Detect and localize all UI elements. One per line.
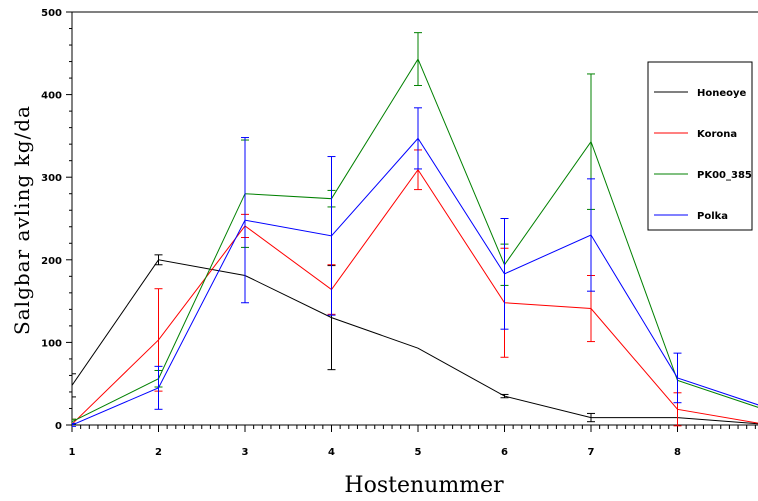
x-tick-label: 1 (69, 447, 76, 458)
error-bar (500, 393, 509, 399)
legend-label: Korona (697, 129, 737, 140)
error-bar (414, 107, 422, 170)
error-bar (500, 218, 509, 330)
x-tick-label: 4 (328, 447, 335, 458)
series-polka (72, 107, 758, 427)
y-tick-label: 200 (41, 256, 62, 267)
legend-item: PK00_385 (654, 170, 752, 181)
error-bar (327, 156, 336, 316)
x-axis-title: Hostenummer (344, 473, 504, 498)
legend-box (647, 61, 753, 231)
legend-label: PK00_385 (697, 170, 752, 181)
y-axis-title: Salgbar avling kg/da (10, 105, 34, 335)
x-tick-label: 8 (674, 447, 681, 458)
x-tick-label: 2 (155, 447, 162, 458)
series-layer (72, 32, 758, 427)
legend: Honeoye Korona PK00_385 Polka (647, 61, 753, 231)
error-bar (587, 178, 595, 292)
axes: 0 100 200 300 400 500 1 2 3 4 5 6 7 8 (41, 8, 758, 458)
x-tick-label: 7 (588, 447, 595, 458)
error-bar (414, 32, 422, 87)
error-bar (72, 422, 76, 427)
error-bar (154, 365, 163, 410)
legend-item: Polka (654, 211, 728, 222)
y-tick-label: 100 (41, 338, 62, 349)
y-tick-label: 0 (55, 421, 62, 432)
legend-item: Honeoye (654, 88, 747, 99)
legend-label: Honeoye (697, 88, 747, 99)
x-tick-label: 3 (242, 447, 249, 458)
error-bar (241, 137, 249, 304)
y-tick-label: 400 (41, 91, 62, 102)
error-bar (72, 373, 76, 398)
x-tick-label: 6 (501, 447, 508, 458)
y-tick-label: 500 (41, 8, 62, 19)
y-tick-label: 300 (41, 173, 62, 184)
error-bar (673, 352, 682, 404)
legend-item: Korona (654, 129, 737, 140)
series-line (72, 259, 758, 425)
x-tick-label: 5 (415, 447, 422, 458)
legend-label: Polka (697, 211, 728, 222)
error-bar (587, 412, 595, 423)
error-bar (154, 254, 163, 266)
